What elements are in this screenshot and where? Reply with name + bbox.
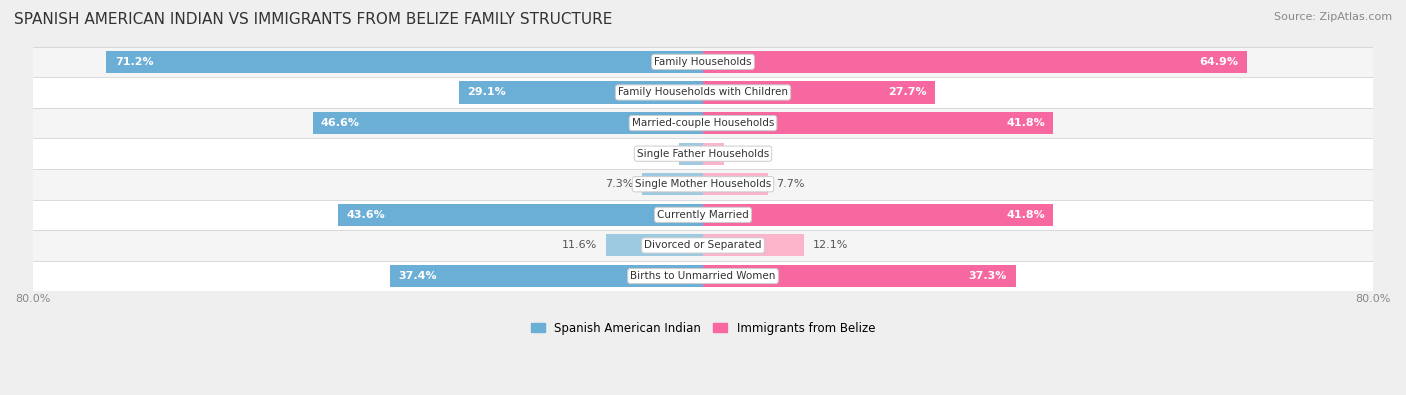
Text: 37.3%: 37.3% xyxy=(969,271,1007,281)
Bar xyxy=(312,112,703,134)
Text: 43.6%: 43.6% xyxy=(346,210,385,220)
Text: Divorced or Separated: Divorced or Separated xyxy=(644,241,762,250)
Text: 71.2%: 71.2% xyxy=(115,57,153,67)
Bar xyxy=(606,235,703,256)
Text: 29.1%: 29.1% xyxy=(468,87,506,98)
Text: Source: ZipAtlas.com: Source: ZipAtlas.com xyxy=(1274,12,1392,22)
Text: 12.1%: 12.1% xyxy=(813,241,848,250)
Text: 37.4%: 37.4% xyxy=(398,271,437,281)
Text: 7.3%: 7.3% xyxy=(605,179,634,189)
Text: Married-couple Households: Married-couple Households xyxy=(631,118,775,128)
Text: 27.7%: 27.7% xyxy=(889,87,927,98)
Bar xyxy=(679,143,703,165)
Bar xyxy=(703,265,1015,287)
Text: 2.9%: 2.9% xyxy=(641,149,671,159)
Bar xyxy=(703,204,1053,226)
Bar xyxy=(32,199,1374,230)
Bar xyxy=(703,143,724,165)
Text: 41.8%: 41.8% xyxy=(1007,118,1045,128)
Bar xyxy=(337,204,703,226)
Bar xyxy=(32,47,1374,77)
Legend: Spanish American Indian, Immigrants from Belize: Spanish American Indian, Immigrants from… xyxy=(526,317,880,339)
Bar xyxy=(703,235,804,256)
Text: 7.7%: 7.7% xyxy=(776,179,804,189)
Bar xyxy=(703,112,1053,134)
Bar xyxy=(32,138,1374,169)
Text: Single Father Households: Single Father Households xyxy=(637,149,769,159)
Bar xyxy=(32,169,1374,199)
Bar xyxy=(32,261,1374,292)
Text: 2.5%: 2.5% xyxy=(733,149,761,159)
Text: Family Households with Children: Family Households with Children xyxy=(619,87,787,98)
Text: Single Mother Households: Single Mother Households xyxy=(636,179,770,189)
Bar xyxy=(32,230,1374,261)
Bar xyxy=(703,173,768,195)
Bar xyxy=(32,108,1374,138)
Bar xyxy=(107,51,703,73)
Bar xyxy=(703,81,935,103)
Bar xyxy=(32,77,1374,108)
Text: Family Households: Family Households xyxy=(654,57,752,67)
Text: Births to Unmarried Women: Births to Unmarried Women xyxy=(630,271,776,281)
Text: Currently Married: Currently Married xyxy=(657,210,749,220)
Bar xyxy=(389,265,703,287)
Text: 11.6%: 11.6% xyxy=(562,241,598,250)
Text: 64.9%: 64.9% xyxy=(1199,57,1239,67)
Bar xyxy=(703,51,1247,73)
Text: 46.6%: 46.6% xyxy=(321,118,360,128)
Text: SPANISH AMERICAN INDIAN VS IMMIGRANTS FROM BELIZE FAMILY STRUCTURE: SPANISH AMERICAN INDIAN VS IMMIGRANTS FR… xyxy=(14,12,613,27)
Text: 41.8%: 41.8% xyxy=(1007,210,1045,220)
Bar xyxy=(460,81,703,103)
Bar xyxy=(641,173,703,195)
